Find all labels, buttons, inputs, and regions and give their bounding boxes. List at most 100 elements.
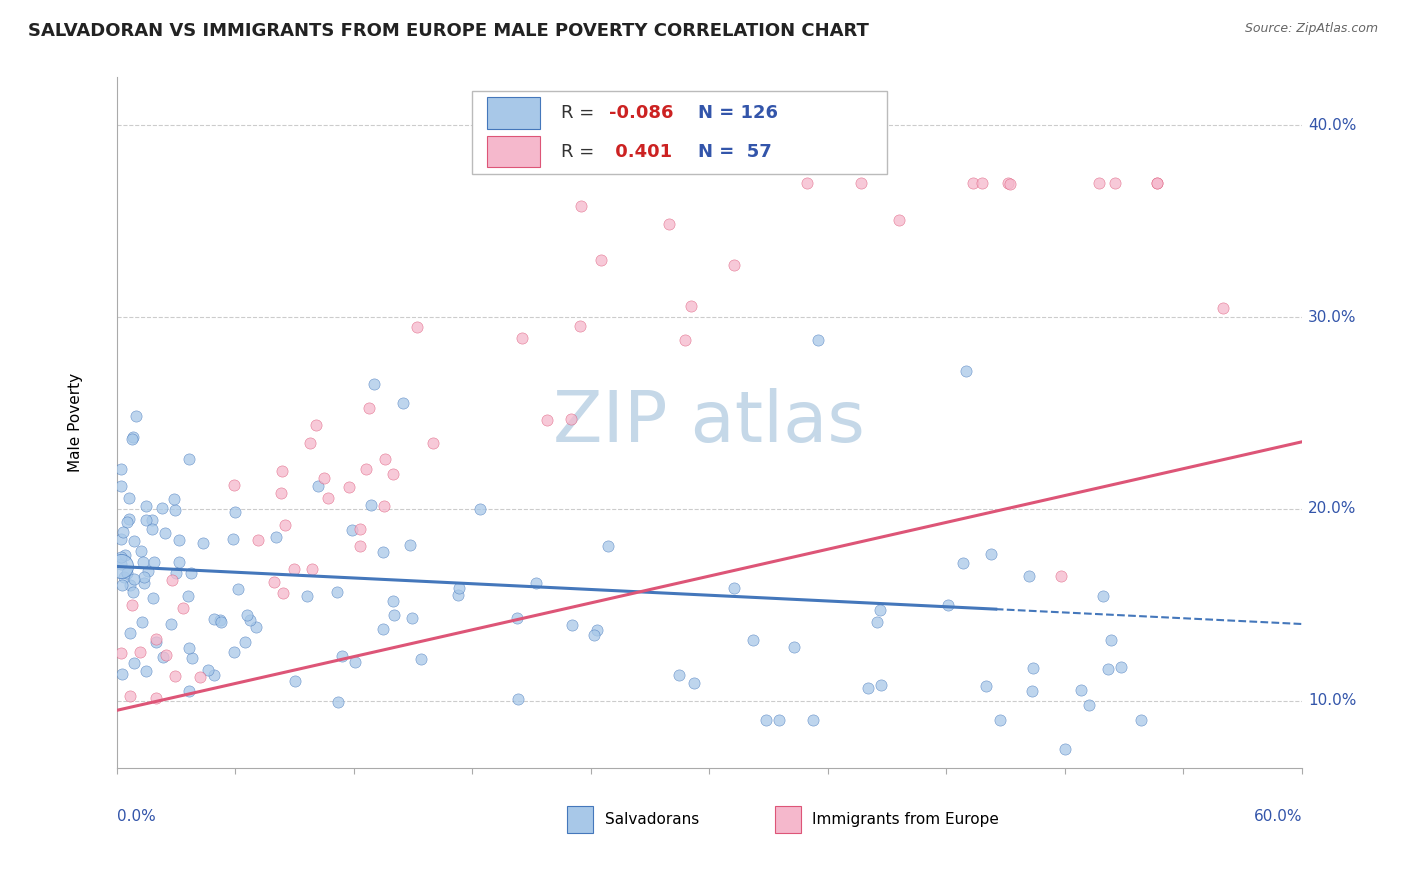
Point bbox=[970, 176, 993, 190]
Point bbox=[1070, 683, 1092, 698]
Point bbox=[343, 655, 366, 669]
Point bbox=[111, 524, 134, 539]
Text: Immigrants from Europe: Immigrants from Europe bbox=[813, 812, 1000, 827]
Point bbox=[188, 670, 211, 684]
Point bbox=[330, 649, 353, 664]
Point bbox=[561, 618, 583, 632]
Point bbox=[1091, 589, 1114, 603]
Point bbox=[132, 569, 155, 583]
Point bbox=[136, 564, 159, 578]
Point bbox=[318, 491, 340, 505]
Point bbox=[974, 679, 997, 693]
Point bbox=[406, 319, 429, 334]
Point bbox=[723, 581, 745, 595]
Point bbox=[524, 575, 547, 590]
Point bbox=[263, 574, 285, 589]
Point bbox=[115, 515, 138, 529]
Text: Source: ZipAtlas.com: Source: ZipAtlas.com bbox=[1244, 22, 1378, 36]
Point bbox=[145, 632, 167, 647]
Point bbox=[202, 611, 225, 625]
Point bbox=[1129, 713, 1152, 727]
Point bbox=[239, 613, 262, 627]
Point bbox=[167, 555, 190, 569]
Point bbox=[111, 667, 134, 681]
Point bbox=[936, 598, 959, 612]
Point bbox=[360, 498, 382, 512]
Point bbox=[796, 176, 818, 190]
Point bbox=[284, 673, 307, 688]
Point bbox=[141, 522, 163, 536]
Point bbox=[155, 648, 177, 662]
Point bbox=[160, 574, 183, 588]
Point bbox=[1077, 698, 1099, 712]
Point bbox=[295, 590, 318, 604]
Point bbox=[340, 524, 363, 538]
Point bbox=[1050, 569, 1073, 583]
Point bbox=[470, 502, 492, 516]
Point bbox=[357, 401, 380, 415]
Point bbox=[723, 259, 745, 273]
Point bbox=[382, 608, 405, 623]
Point bbox=[783, 640, 806, 654]
Point bbox=[307, 479, 329, 493]
Point bbox=[658, 217, 681, 231]
Point bbox=[326, 585, 349, 599]
Point bbox=[264, 530, 287, 544]
Point bbox=[245, 620, 267, 634]
Point bbox=[163, 492, 186, 507]
Point bbox=[1021, 660, 1043, 674]
Point bbox=[273, 586, 295, 600]
Point bbox=[110, 577, 132, 591]
Text: R =: R = bbox=[561, 143, 600, 161]
Point bbox=[373, 545, 395, 559]
Point bbox=[197, 663, 219, 677]
Point bbox=[349, 539, 371, 553]
Point bbox=[145, 635, 167, 649]
Point bbox=[247, 533, 270, 547]
Point bbox=[363, 377, 385, 392]
Point bbox=[125, 409, 148, 423]
Point bbox=[134, 576, 156, 591]
Point bbox=[118, 512, 141, 526]
Point bbox=[952, 556, 974, 570]
Point bbox=[222, 532, 245, 546]
Text: 20.0%: 20.0% bbox=[1308, 501, 1357, 516]
Point bbox=[172, 601, 194, 615]
Point bbox=[506, 692, 529, 706]
Point bbox=[869, 603, 891, 617]
Point bbox=[560, 412, 582, 426]
Point bbox=[422, 436, 444, 450]
Point bbox=[298, 436, 321, 450]
Point bbox=[349, 522, 371, 536]
Text: 60.0%: 60.0% bbox=[1253, 809, 1302, 824]
Point bbox=[169, 533, 191, 548]
Point bbox=[582, 628, 605, 642]
Point bbox=[120, 625, 142, 640]
Point bbox=[889, 213, 911, 227]
Point bbox=[180, 566, 202, 581]
Point bbox=[179, 452, 201, 467]
Point bbox=[401, 611, 423, 625]
Point bbox=[110, 559, 132, 574]
Point bbox=[742, 633, 765, 648]
Text: Male Poverty: Male Poverty bbox=[67, 373, 83, 472]
Text: Salvadorans: Salvadorans bbox=[605, 812, 699, 827]
Point bbox=[122, 430, 145, 444]
Point bbox=[314, 471, 336, 485]
Point bbox=[115, 566, 138, 580]
Point bbox=[165, 669, 187, 683]
Point bbox=[129, 645, 152, 659]
Point bbox=[124, 534, 146, 549]
Point bbox=[150, 501, 173, 516]
Point bbox=[112, 570, 135, 584]
Point bbox=[208, 613, 231, 627]
FancyBboxPatch shape bbox=[567, 806, 593, 833]
Point bbox=[270, 485, 292, 500]
Point bbox=[177, 684, 200, 698]
Point bbox=[145, 690, 167, 705]
Text: R =: R = bbox=[561, 103, 600, 122]
Point bbox=[180, 651, 202, 665]
Point bbox=[222, 645, 245, 659]
Point bbox=[122, 584, 145, 599]
Point bbox=[209, 615, 232, 629]
